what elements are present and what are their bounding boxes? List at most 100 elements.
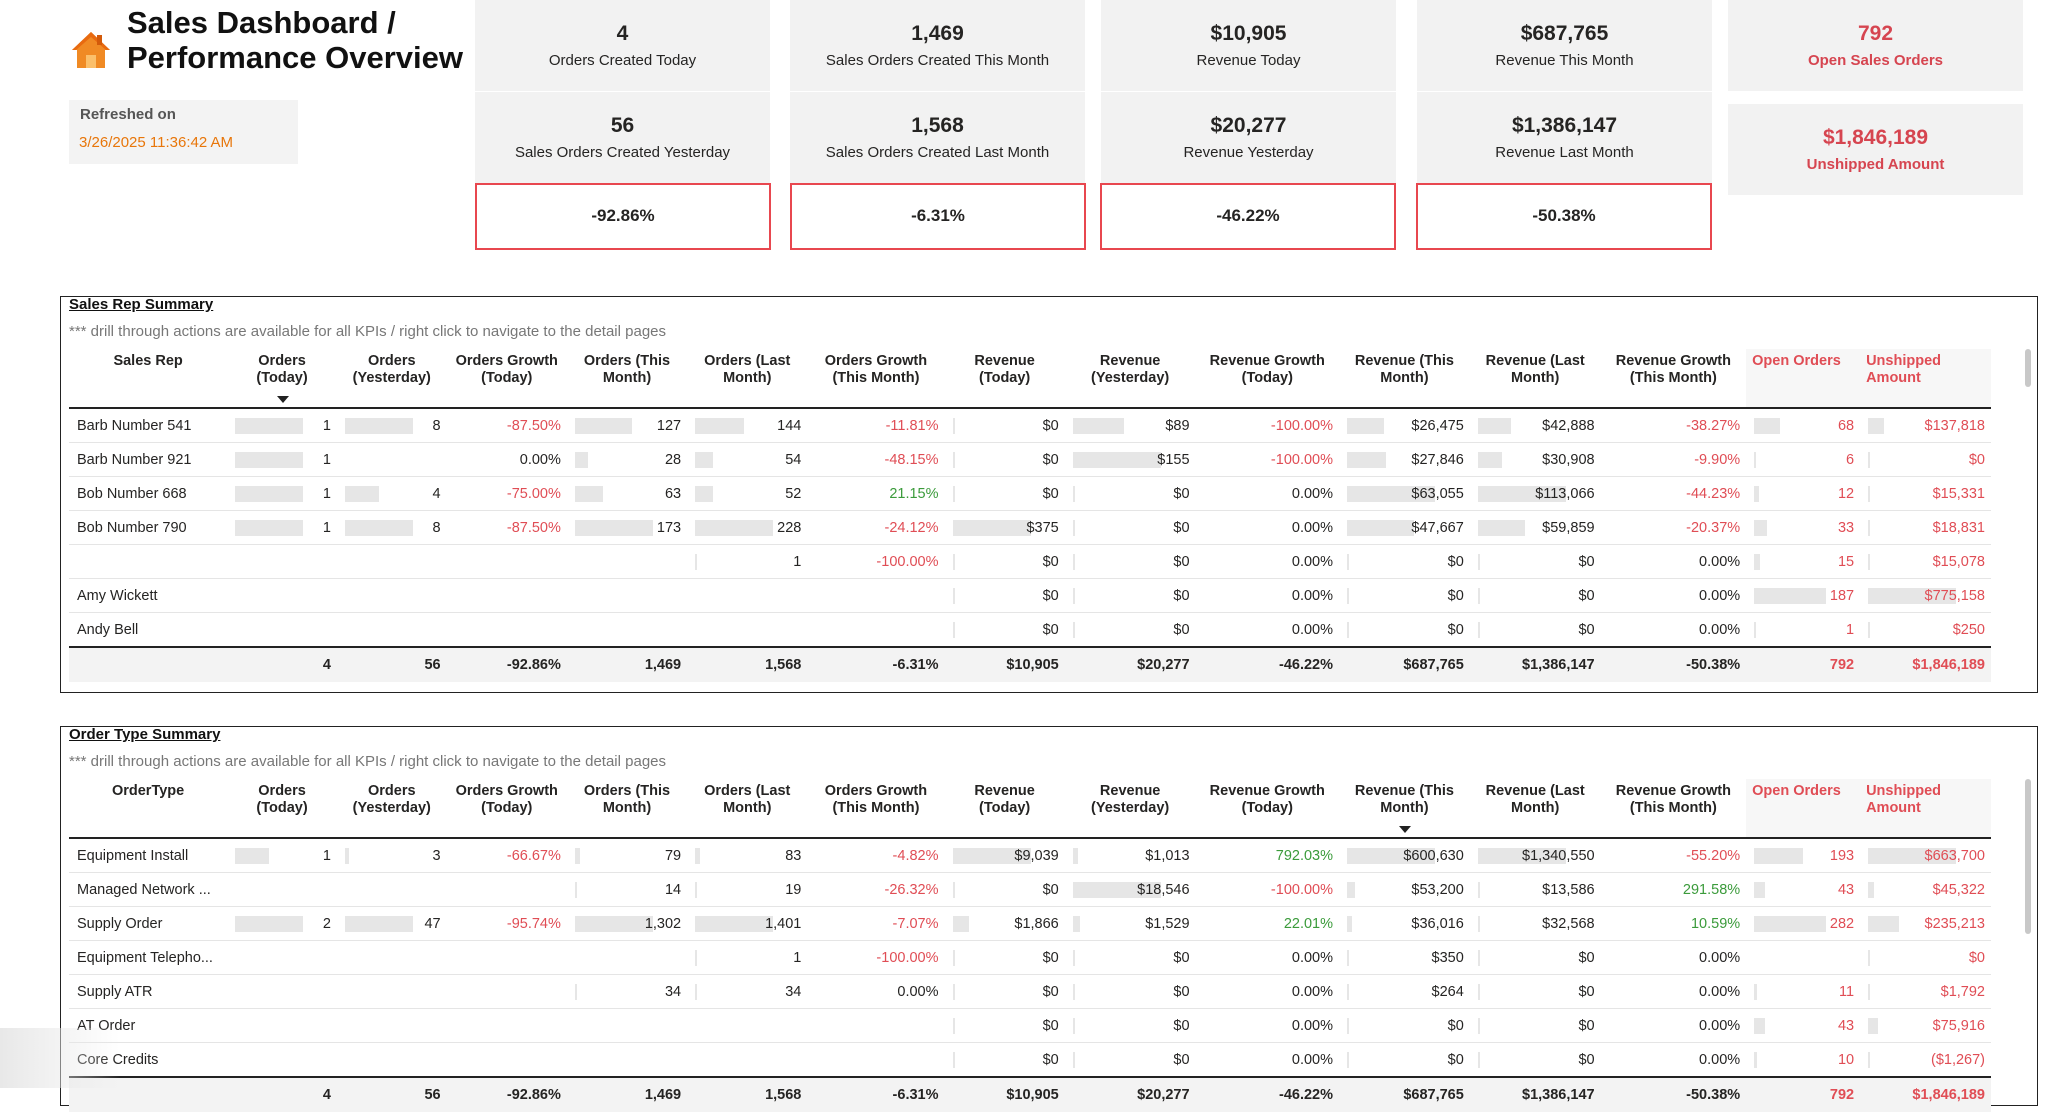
cell-revenue-growth-month[interactable]: -55.20% [1600, 838, 1747, 873]
cell-revenue-yesterday[interactable]: $0 [1064, 1042, 1196, 1078]
table-row[interactable]: Barb Number 921 1 0.00% 28 54 -48.15% $0 $155 -1… [69, 442, 1991, 477]
cell-orders-today[interactable]: 1 [227, 408, 337, 443]
cell-unshipped-amount[interactable]: $15,078 [1860, 544, 1991, 579]
cell-orders-last-month[interactable]: 1 [687, 544, 808, 579]
cell-revenue-today[interactable]: $0 [944, 1042, 1065, 1078]
cell-orders-today[interactable] [227, 1008, 337, 1043]
column-header-revenue-last-month[interactable]: Revenue (Last Month) [1469, 349, 1601, 409]
cell-revenue-growth-month[interactable]: -44.23% [1600, 476, 1747, 511]
cell-orders-growth-month[interactable]: -11.81% [807, 408, 945, 443]
cell-orders-growth-today[interactable] [446, 544, 567, 579]
cell-unshipped-amount[interactable]: $0 [1860, 442, 1991, 477]
sort-descending-icon[interactable] [1399, 826, 1412, 833]
cell-orders-growth-today[interactable]: 0.00% [446, 442, 567, 477]
cell-revenue-yesterday[interactable]: $0 [1064, 940, 1196, 975]
cell-revenue-last-month[interactable]: $59,859 [1469, 510, 1601, 545]
cell-orders-growth-month[interactable] [807, 1042, 945, 1078]
cell-revenue-yesterday[interactable]: $155 [1064, 442, 1196, 477]
table-row[interactable]: Core Credits$0$00.00%$0$00.00%10($1,267) [69, 1042, 1991, 1078]
cell-open-orders[interactable]: 187 [1746, 578, 1861, 613]
column-header-revenue-growth-today[interactable]: Revenue Growth (Today) [1195, 349, 1339, 409]
cell-unshipped-amount[interactable]: $137,818 [1860, 408, 1991, 443]
cell-open-orders[interactable]: 193 [1746, 838, 1861, 873]
column-header-revenue-today[interactable]: Revenue (Today) [944, 349, 1065, 409]
cell-name[interactable]: Supply Order [69, 906, 228, 941]
cell-orders-last-month[interactable]: 1,401 [687, 906, 808, 941]
column-header-unshipped-amount[interactable]: Unshipped Amount [1860, 779, 1991, 839]
cell-revenue-last-month[interactable]: $1,340,550 [1469, 838, 1601, 873]
cell-revenue-growth-today[interactable]: 0.00% [1195, 940, 1339, 975]
cell-orders-growth-today[interactable]: -75.00% [446, 476, 567, 511]
cell-revenue-today[interactable]: $1,866 [944, 906, 1065, 941]
cell-orders-today[interactable] [227, 612, 337, 648]
table-row[interactable]: Bob Number 668 1 4 -75.00% 63 52 21.15% $0 $0 0.0… [69, 476, 1991, 511]
cell-unshipped-amount[interactable]: $250 [1860, 612, 1991, 648]
cell-revenue-today[interactable]: $0 [944, 974, 1065, 1009]
cell-orders-last-month[interactable] [687, 578, 808, 613]
cell-orders-month[interactable]: 1,302 [566, 906, 688, 941]
cell-orders-growth-today[interactable]: -66.67% [446, 838, 567, 873]
cell-unshipped-amount[interactable]: $15,331 [1860, 476, 1991, 511]
cell-orders-month[interactable]: 28 [566, 442, 688, 477]
kpi-revenue-yesterday[interactable]: $20,277 Revenue Yesterday [1101, 92, 1396, 183]
cell-orders-today[interactable] [227, 940, 337, 975]
cell-revenue-yesterday[interactable]: $1,529 [1064, 906, 1196, 941]
cell-orders-yesterday[interactable]: 3 [336, 838, 447, 873]
cell-revenue-growth-today[interactable]: 0.00% [1195, 1042, 1339, 1078]
cell-name[interactable]: Barb Number 541 [69, 408, 228, 443]
cell-revenue-today[interactable]: $0 [944, 442, 1065, 477]
column-header-orders-yesterday[interactable]: Orders (Yesterday) [336, 779, 447, 839]
cell-revenue-growth-month[interactable]: 291.58% [1600, 872, 1747, 907]
cell-orders-last-month[interactable]: 19 [687, 872, 808, 907]
cell-orders-today[interactable] [227, 1042, 337, 1078]
cell-name[interactable]: Andy Bell [69, 612, 228, 648]
cell-orders-last-month[interactable]: 144 [687, 408, 808, 443]
cell-revenue-today[interactable]: $0 [944, 476, 1065, 511]
vertical-scrollbar[interactable] [2025, 779, 2031, 934]
cell-open-orders[interactable]: 12 [1746, 476, 1861, 511]
cell-orders-growth-today[interactable] [446, 1008, 567, 1043]
cell-revenue-month[interactable]: $350 [1339, 940, 1470, 975]
cell-orders-yesterday[interactable]: 4 [336, 476, 447, 511]
cell-orders-month[interactable]: 173 [566, 510, 688, 545]
column-header-orders-last-month[interactable]: Orders (Last Month) [687, 779, 808, 839]
cell-orders-yesterday[interactable] [336, 872, 447, 907]
cell-orders-growth-today[interactable] [446, 612, 567, 648]
cell-orders-growth-month[interactable]: 0.00% [807, 974, 945, 1009]
cell-name[interactable]: Bob Number 668 [69, 476, 228, 511]
cell-revenue-growth-today[interactable]: 0.00% [1195, 476, 1339, 511]
cell-orders-yesterday[interactable] [336, 1008, 447, 1043]
cell-revenue-last-month[interactable]: $0 [1469, 974, 1601, 1009]
cell-revenue-today[interactable]: $0 [944, 872, 1065, 907]
cell-revenue-yesterday[interactable]: $0 [1064, 544, 1196, 579]
cell-revenue-growth-today[interactable]: 0.00% [1195, 612, 1339, 648]
cell-orders-today[interactable]: 1 [227, 510, 337, 545]
cell-open-orders[interactable]: 10 [1746, 1042, 1861, 1078]
cell-revenue-growth-today[interactable]: 792.03% [1195, 838, 1339, 873]
kpi-open-orders[interactable]: 792 Open Sales Orders [1728, 0, 2023, 91]
cell-revenue-month[interactable]: $26,475 [1339, 408, 1470, 443]
cell-revenue-growth-month[interactable]: 0.00% [1600, 974, 1747, 1009]
column-header-revenue-growth-today[interactable]: Revenue Growth (Today) [1195, 779, 1339, 839]
column-header-revenue-yesterday[interactable]: Revenue (Yesterday) [1064, 779, 1196, 839]
cell-revenue-last-month[interactable]: $0 [1469, 544, 1601, 579]
cell-revenue-growth-month[interactable]: -38.27% [1600, 408, 1747, 443]
cell-revenue-month[interactable]: $36,016 [1339, 906, 1470, 941]
cell-name[interactable]: Supply ATR [69, 974, 228, 1009]
column-header-orders-month[interactable]: Orders (This Month) [566, 779, 688, 839]
cell-unshipped-amount[interactable]: $75,916 [1860, 1008, 1991, 1043]
cell-orders-month[interactable] [566, 1042, 688, 1078]
column-header-orders-growth-today[interactable]: Orders Growth (Today) [446, 349, 567, 409]
cell-orders-month[interactable] [566, 1008, 688, 1043]
cell-orders-month[interactable] [566, 940, 688, 975]
cell-revenue-last-month[interactable]: $0 [1469, 612, 1601, 648]
kpi-orders-today[interactable]: 4 Orders Created Today [475, 0, 770, 91]
growth-revenue-today[interactable]: -46.22% [1100, 183, 1396, 250]
column-header-revenue-last-month[interactable]: Revenue (Last Month) [1469, 779, 1601, 839]
cell-orders-growth-today[interactable]: -87.50% [446, 510, 567, 545]
cell-revenue-growth-month[interactable]: -20.37% [1600, 510, 1747, 545]
cell-orders-yesterday[interactable]: 8 [336, 510, 447, 545]
cell-open-orders[interactable]: 33 [1746, 510, 1861, 545]
cell-revenue-month[interactable]: $600,630 [1339, 838, 1470, 873]
column-header-orders-today[interactable]: Orders (Today) [227, 349, 337, 409]
